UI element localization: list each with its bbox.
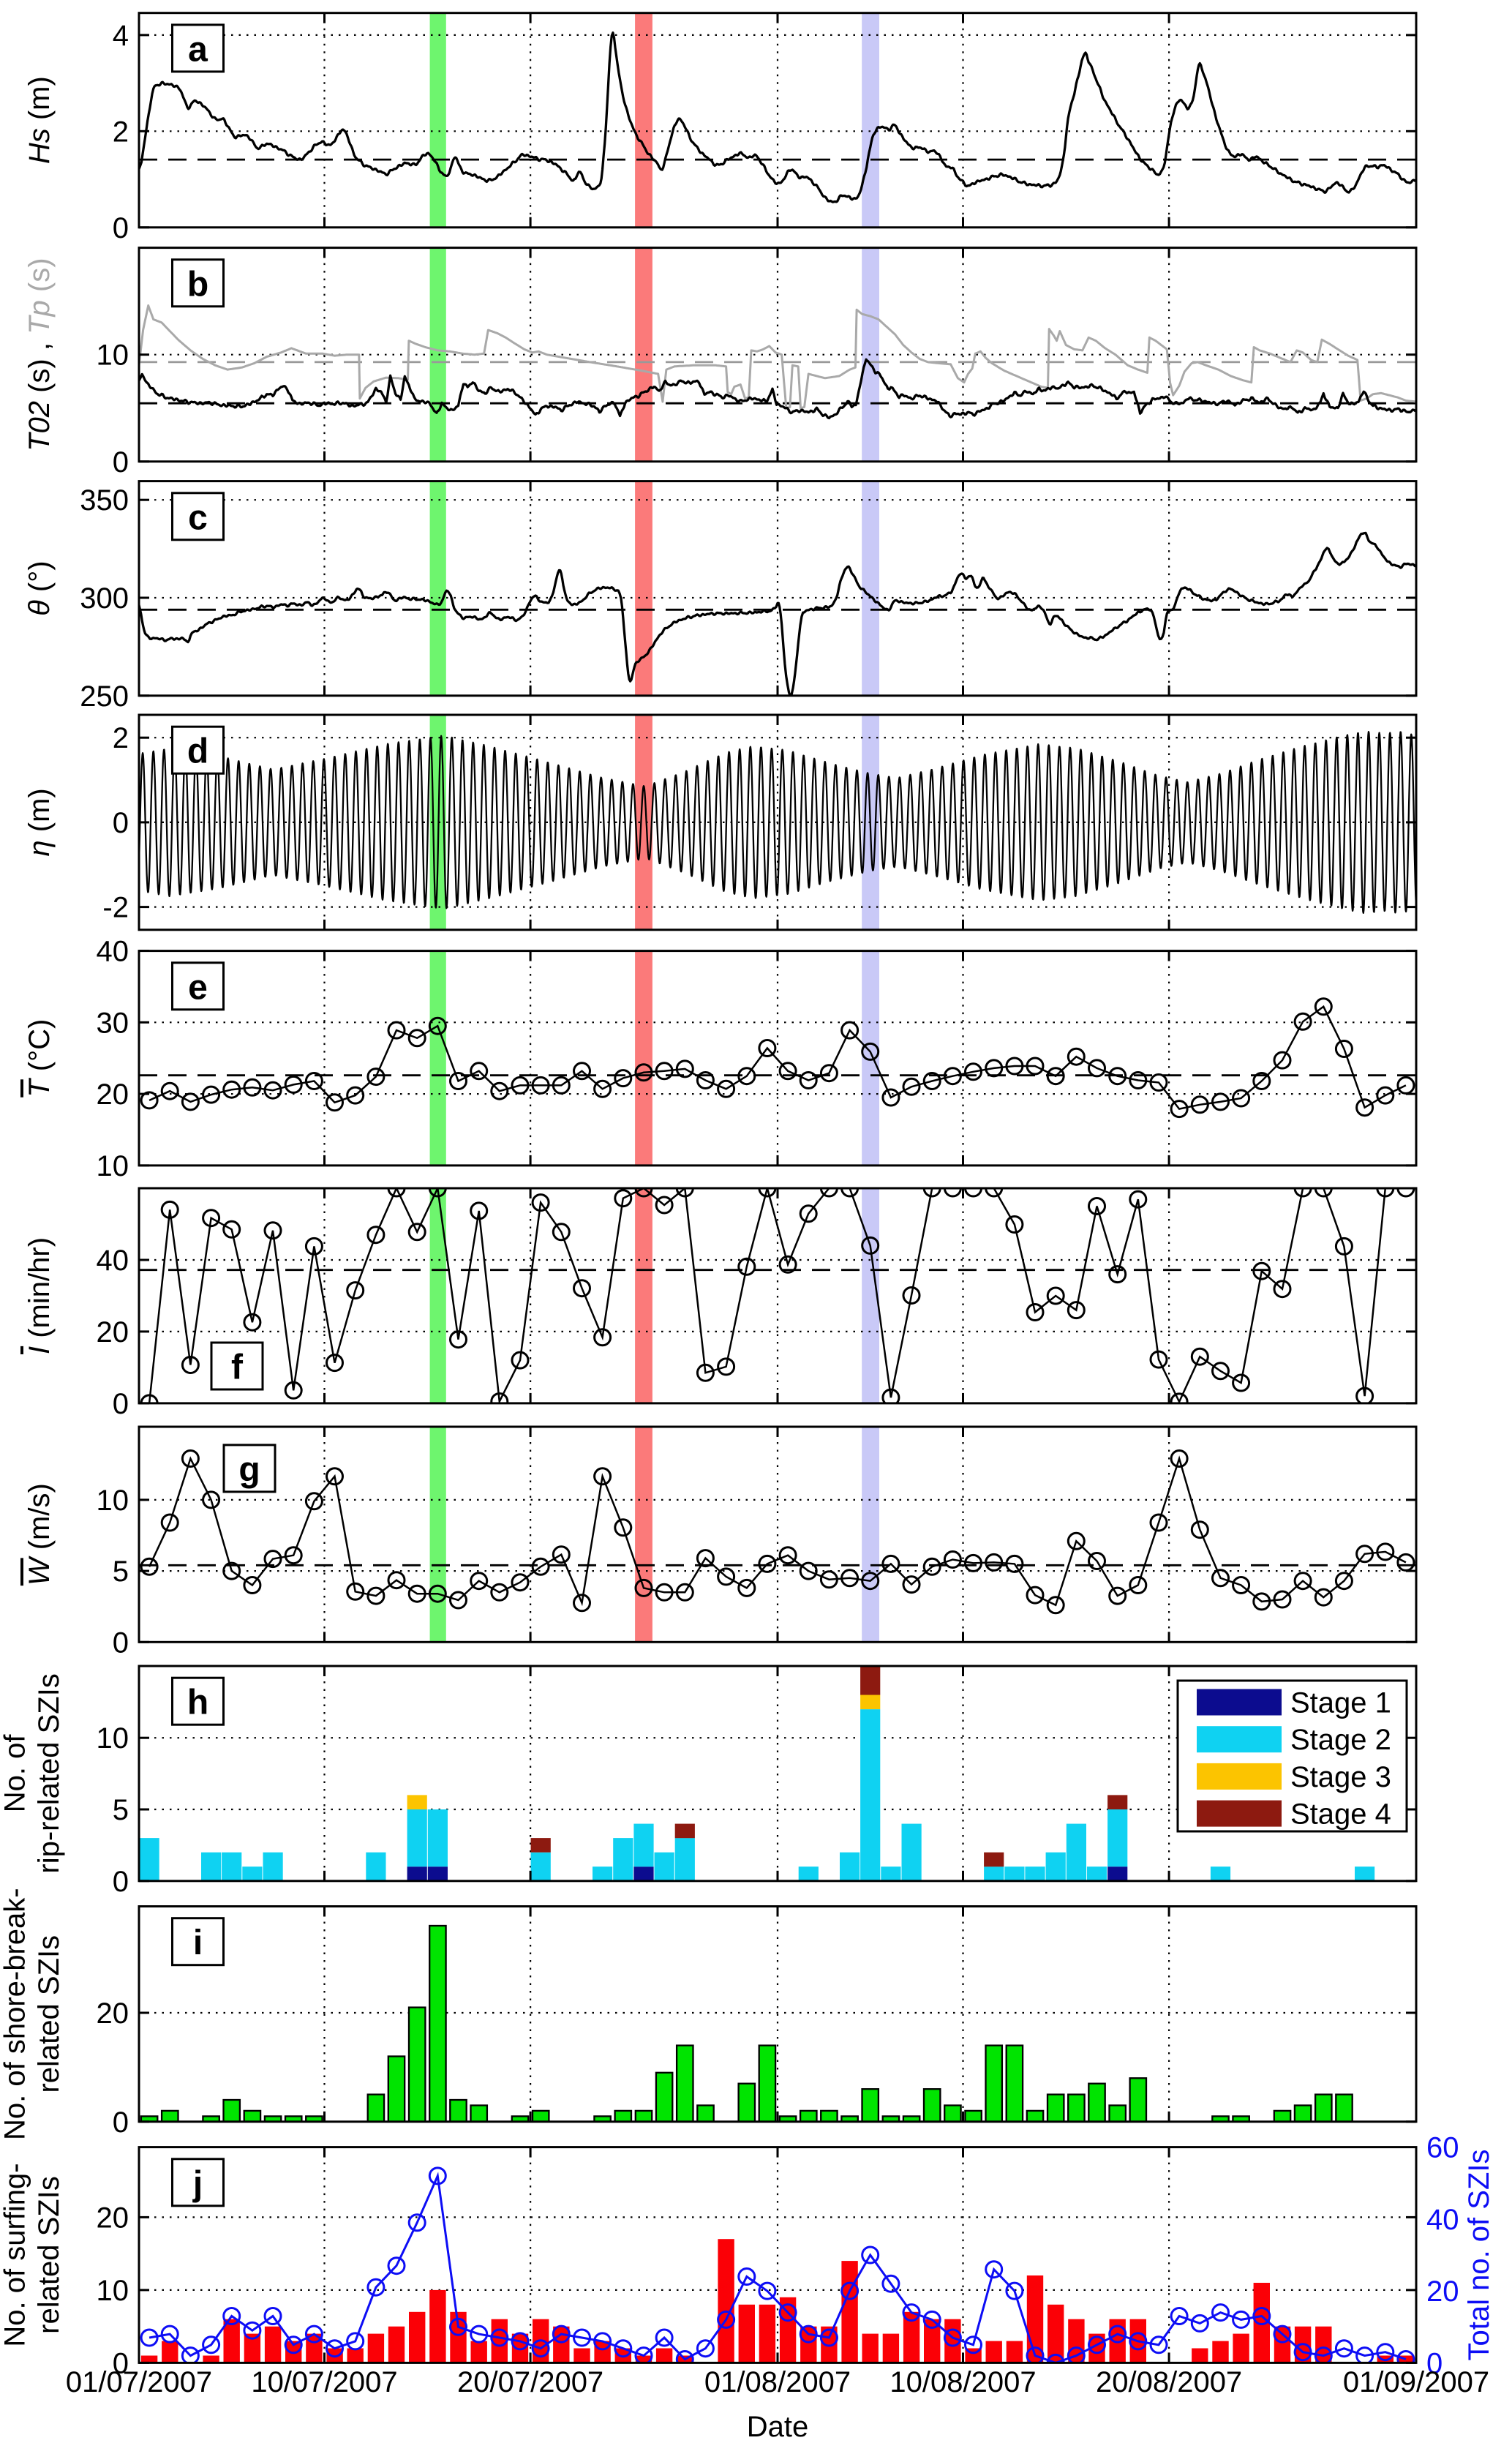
svg-text:i: i	[193, 1924, 203, 1962]
svg-text:350: 350	[80, 484, 129, 517]
svg-text:η (m): η (m)	[23, 788, 56, 856]
svg-text:θ (°): θ (°)	[23, 560, 56, 615]
svg-text:10/08/2007: 10/08/2007	[889, 2366, 1036, 2398]
svg-text:300: 300	[80, 582, 129, 615]
svg-text:40: 40	[97, 1245, 129, 1277]
svg-text:20: 20	[97, 2202, 129, 2234]
svg-text:10: 10	[97, 339, 129, 372]
svg-text:20/07/2007: 20/07/2007	[457, 2366, 603, 2398]
svg-text:20/08/2007: 20/08/2007	[1096, 2366, 1242, 2398]
svg-text:-2: -2	[102, 892, 129, 924]
svg-text:60: 60	[1426, 2132, 1459, 2164]
svg-text:c: c	[188, 498, 208, 537]
svg-text:20: 20	[97, 1078, 129, 1111]
svg-text:related SZIs: related SZIs	[33, 2176, 65, 2334]
svg-text:0: 0	[113, 1866, 129, 1898]
svg-text:Stage 4: Stage 4	[1290, 1798, 1391, 1831]
svg-text:No. of shore-break-: No. of shore-break-	[0, 1888, 31, 2140]
svg-text:f: f	[231, 1348, 244, 1387]
svg-text:Hs (m): Hs (m)	[23, 76, 56, 164]
svg-text:2: 2	[113, 116, 129, 148]
svg-text:related SZIs: related SZIs	[33, 1935, 65, 2093]
svg-text:a: a	[188, 30, 208, 69]
svg-text:Stage 1: Stage 1	[1290, 1687, 1391, 1719]
svg-text:Stage 3: Stage 3	[1290, 1761, 1391, 1793]
svg-text:Total no. of SZIs: Total no. of SZIs	[1463, 2149, 1495, 2360]
svg-text:20: 20	[1426, 2275, 1459, 2308]
svg-text:0: 0	[113, 2106, 129, 2139]
svg-text:rip-related SZIs: rip-related SZIs	[33, 1673, 65, 1873]
svg-text:d: d	[187, 732, 208, 771]
svg-text:I (min/hr): I (min/hr)	[23, 1237, 56, 1354]
svg-text:40: 40	[1426, 2204, 1459, 2236]
svg-text:0: 0	[113, 1388, 129, 1420]
svg-text:W (m/s): W (m/s)	[23, 1483, 56, 1586]
svg-text:g: g	[238, 1450, 260, 1489]
svg-text:250: 250	[80, 680, 129, 713]
svg-text:5: 5	[113, 1794, 129, 1826]
svg-text:e: e	[188, 968, 208, 1007]
svg-text:b: b	[187, 265, 208, 304]
svg-text:0: 0	[1426, 2347, 1443, 2379]
svg-text:20: 20	[97, 1316, 129, 1348]
svg-text:01/09/2007: 01/09/2007	[1343, 2366, 1489, 2398]
svg-text:4: 4	[113, 20, 129, 52]
svg-text:10: 10	[97, 2275, 129, 2307]
svg-text:10/07/2007: 10/07/2007	[251, 2366, 397, 2398]
svg-text:40: 40	[97, 936, 129, 968]
svg-text:01/08/2007: 01/08/2007	[704, 2366, 851, 2398]
svg-text:10: 10	[97, 1485, 129, 1517]
svg-text:2: 2	[113, 722, 129, 754]
svg-text:0: 0	[113, 446, 129, 479]
svg-text:01/07/2007: 01/07/2007	[66, 2366, 212, 2398]
svg-text:10: 10	[97, 1150, 129, 1182]
svg-text:T (°C): T (°C)	[23, 1019, 56, 1097]
svg-text:0: 0	[113, 2347, 129, 2379]
svg-text:h: h	[187, 1684, 208, 1722]
svg-text:j: j	[192, 2164, 203, 2203]
svg-text:0: 0	[113, 807, 129, 839]
svg-text:20: 20	[97, 1997, 129, 2030]
svg-text:Date: Date	[747, 2411, 809, 2443]
svg-text:T02 (s) , Tp (s): T02 (s) , Tp (s)	[23, 258, 56, 451]
svg-text:5: 5	[113, 1556, 129, 1588]
svg-text:0: 0	[113, 212, 129, 244]
svg-text:Stage 2: Stage 2	[1290, 1724, 1391, 1756]
svg-text:No. of surfing-: No. of surfing-	[0, 2163, 31, 2346]
svg-text:0: 0	[113, 1626, 129, 1659]
svg-text:No. of: No. of	[0, 1734, 31, 1813]
svg-text:30: 30	[97, 1007, 129, 1039]
svg-text:10: 10	[97, 1722, 129, 1755]
